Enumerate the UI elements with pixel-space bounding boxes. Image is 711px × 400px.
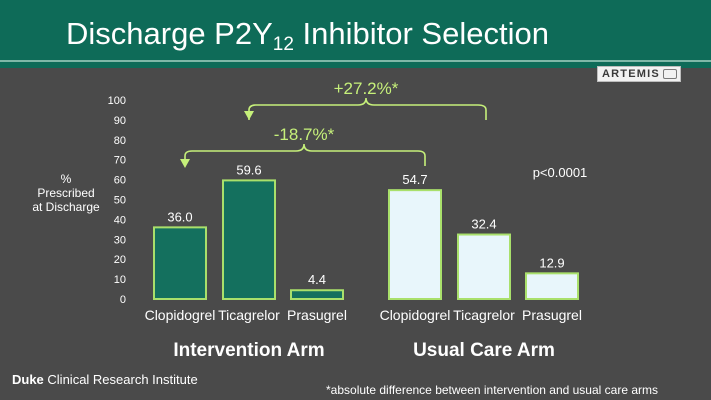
title-accent-line: [0, 60, 711, 62]
y-tick-label: 40: [114, 214, 126, 226]
y-tick-label: 90: [114, 115, 126, 127]
y-tick-label: 70: [114, 155, 126, 167]
category-label: Ticagrelor: [218, 307, 280, 323]
y-axis-label-line: Prescribed: [37, 186, 94, 200]
category-label: Prasugrel: [287, 307, 347, 323]
bar: [388, 189, 442, 300]
y-axis-label-line: at Discharge: [32, 200, 100, 214]
y-tick-label: 50: [114, 195, 126, 207]
title-bar: Discharge P2Y12 Inhibitor Selection: [0, 0, 711, 68]
category-label: Clopidogrel: [145, 307, 216, 323]
y-axis-label-line: %: [61, 172, 72, 186]
footer-org-rest: Clinical Research Institute: [43, 372, 198, 387]
slide-title: Discharge P2Y12 Inhibitor Selection: [66, 14, 549, 65]
category-label: Clopidogrel: [380, 307, 451, 323]
bar: [290, 289, 344, 300]
clopidogrel-difference-label: -18.7%*: [274, 125, 335, 144]
bracket-arrowhead: [180, 159, 190, 168]
bar-value-label: 32.4: [471, 217, 496, 232]
y-ticks: 0 10 20 30 40 50 60 70 80 90 100: [108, 95, 126, 306]
artemis-logo-text: ARTEMIS: [602, 68, 660, 80]
y-tick-label: 30: [114, 234, 126, 246]
y-tick-label: 0: [120, 294, 126, 306]
category-label: Prasugrel: [522, 307, 582, 323]
bar: [525, 272, 579, 301]
y-tick-label: 100: [108, 95, 126, 107]
bars: 36.0 Clopidogrel 59.6 Ticagrelor 4.4 Prasugre…: [145, 162, 582, 361]
y-tick-label: 80: [114, 135, 126, 147]
bar: [457, 233, 511, 300]
title-subscript: 12: [272, 34, 294, 55]
group-label: Usual Care Arm: [413, 340, 555, 361]
y-tick-label: 20: [114, 254, 126, 266]
bar-value-label: 54.7: [402, 172, 427, 187]
title-main: Discharge P2Y: [66, 16, 273, 51]
y-tick-label: 60: [114, 175, 126, 187]
difference-bracket: [248, 97, 487, 120]
footnote: *absolute difference between interventio…: [326, 383, 658, 397]
title-rest: Inhibitor Selection: [293, 16, 549, 51]
artemis-mark-icon: [663, 69, 677, 79]
group-label: Intervention Arm: [173, 340, 324, 361]
bar-value-label: 4.4: [308, 272, 326, 287]
bracket-arrowhead: [244, 111, 254, 120]
y-tick-label: 10: [114, 274, 126, 286]
bar-value-label: 36.0: [167, 209, 192, 224]
bar: [153, 226, 207, 300]
bar-value-label: 59.6: [236, 162, 261, 177]
difference-brackets: +27.2%* -18.7%* p<0.0001: [180, 79, 587, 180]
footer-org-bold: Duke: [12, 372, 44, 387]
bar: [222, 179, 276, 300]
category-label: Ticagrelor: [453, 307, 515, 323]
artemis-logo: ARTEMIS: [597, 66, 681, 82]
ticagrelor-difference-label: +27.2%*: [334, 79, 399, 98]
footer-organization: Duke Clinical Research Institute: [12, 372, 198, 387]
difference-bracket: [184, 143, 426, 166]
p-value-label: p<0.0001: [533, 165, 588, 180]
bar-value-label: 12.9: [539, 255, 564, 270]
